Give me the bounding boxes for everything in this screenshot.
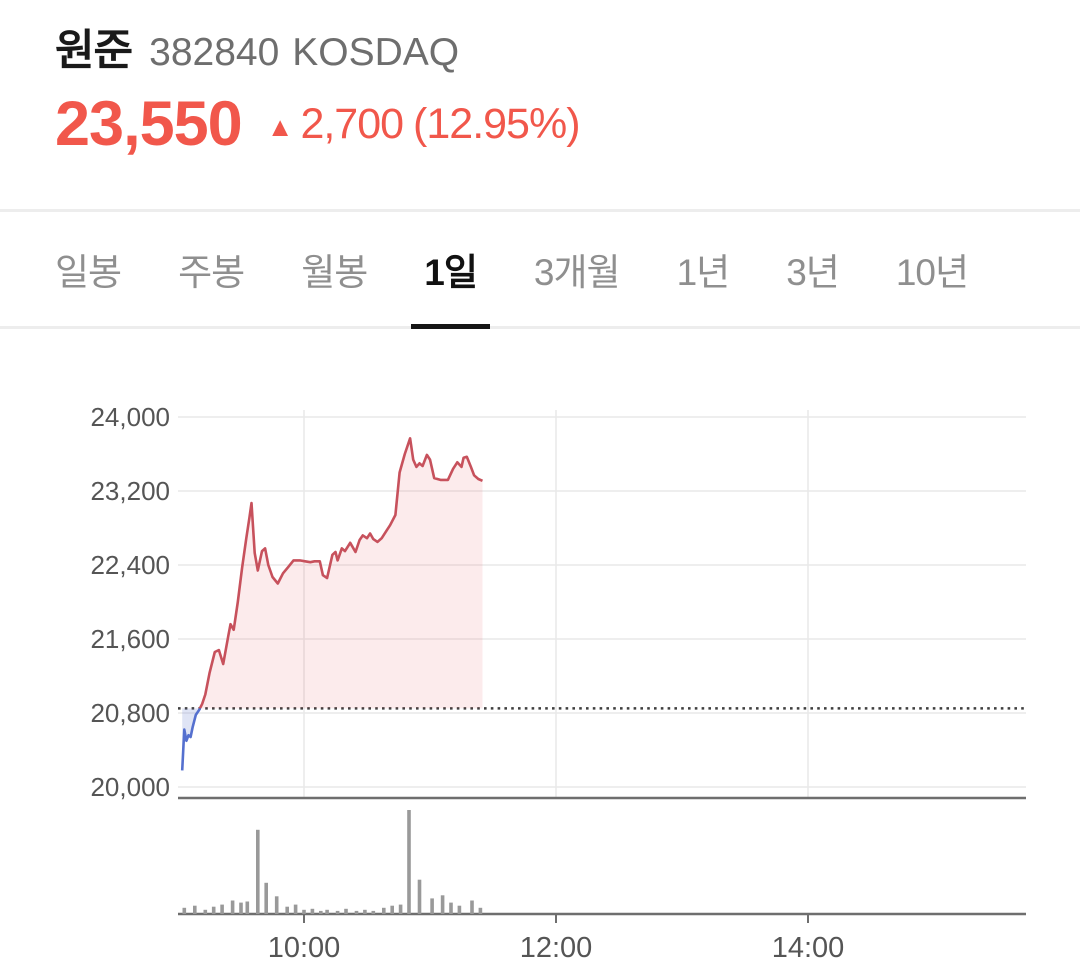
chart-period-tabs: 일봉 주봉 월봉 1일 3개월 1년 3년 10년	[0, 212, 1080, 329]
y-axis-label: 20,800	[90, 698, 170, 728]
volume-bar	[274, 896, 279, 914]
volume-bar	[354, 910, 359, 914]
header-divider	[0, 209, 1080, 212]
price-line-up	[198, 436, 484, 709]
tab-10-years[interactable]: 10년	[895, 212, 969, 326]
tab-label: 1일	[424, 252, 478, 293]
volume-bar	[371, 910, 376, 914]
tab-weekly-candle[interactable]: 주봉	[178, 212, 245, 326]
tab-label: 주봉	[178, 252, 245, 293]
tab-daily-candle[interactable]: 일봉	[55, 212, 122, 326]
tab-label: 3개월	[533, 252, 621, 293]
volume-bar	[302, 909, 306, 914]
volume-bar	[390, 905, 394, 914]
volume-bar	[470, 900, 474, 914]
volume-bar	[182, 907, 187, 914]
volume-bar	[203, 909, 208, 914]
volume-bar	[211, 906, 216, 914]
volume-bar	[220, 904, 224, 914]
stock-title-row: 원준 382840 KOSDAQ	[55, 16, 459, 78]
price-change-value: 2,700	[300, 99, 404, 148]
y-axis-label: 24,000	[90, 402, 170, 432]
tab-label: 일봉	[55, 252, 122, 293]
stock-name: 원준	[55, 27, 133, 75]
volume-bar	[449, 902, 453, 914]
volume-bar	[264, 882, 268, 914]
volume-bar	[245, 901, 250, 914]
volume-bar	[325, 909, 329, 914]
volume-bar	[478, 907, 483, 914]
volume-bar	[256, 829, 260, 914]
tab-1-day[interactable]: 1일	[411, 212, 490, 329]
volume-bar	[457, 905, 462, 914]
volume-bar	[344, 908, 348, 914]
tab-3-months[interactable]: 3개월	[533, 212, 621, 326]
tab-1-year[interactable]: 1년	[676, 212, 731, 326]
volume-bar	[382, 907, 386, 914]
volume-bar	[193, 905, 197, 914]
volume-bar	[398, 904, 403, 914]
y-axis-label: 21,600	[90, 624, 170, 654]
tab-label: 1년	[676, 252, 731, 293]
price-change-percent: (12.95%)	[413, 99, 580, 148]
x-axis-label: 10:00	[268, 932, 341, 964]
volume-bar	[363, 909, 367, 914]
x-axis-label: 14:00	[772, 932, 845, 964]
stock-meta: 382840 KOSDAQ	[149, 31, 459, 75]
volume-bar	[285, 906, 289, 914]
volume-bar	[319, 910, 323, 914]
y-axis-label: 23,200	[90, 476, 170, 506]
price-area-up	[199, 438, 483, 709]
stock-code: 382840	[149, 31, 280, 74]
x-axis-label: 12:00	[520, 932, 593, 964]
stock-market: KOSDAQ	[292, 31, 460, 74]
volume-bar	[335, 910, 340, 914]
volume-bar	[440, 895, 445, 914]
volume-bar	[293, 904, 298, 914]
volume-bar	[407, 810, 411, 914]
tab-3-years[interactable]: 3년	[786, 212, 840, 326]
volume-bar	[239, 902, 243, 914]
price-row: 23,550 ▲ 2,700 (12.95%)	[55, 88, 581, 160]
tab-label: 10년	[895, 252, 969, 293]
volume-bar	[430, 898, 434, 914]
y-axis-label: 22,400	[90, 550, 170, 580]
volume-bar	[310, 908, 315, 914]
y-axis-label: 20,000	[90, 772, 170, 802]
up-arrow-icon: ▲	[266, 111, 294, 142]
tab-label: 월봉	[301, 252, 368, 293]
tab-monthly-candle[interactable]: 월봉	[301, 212, 368, 326]
volume-bar	[417, 879, 422, 914]
volume-bar	[230, 900, 235, 914]
current-price: 23,550	[55, 89, 243, 159]
tab-label: 3년	[786, 252, 840, 293]
